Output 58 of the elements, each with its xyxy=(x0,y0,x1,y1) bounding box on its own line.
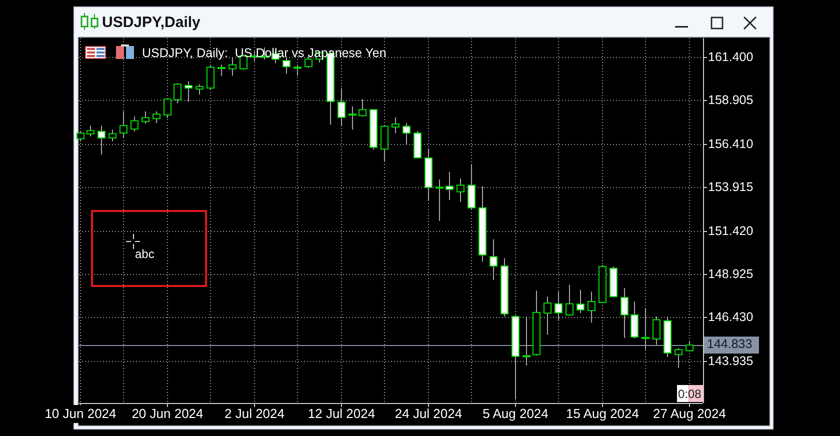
candlestick xyxy=(468,164,476,210)
candlestick xyxy=(294,64,302,76)
candlestick xyxy=(686,340,694,352)
candlestick xyxy=(620,288,628,338)
y-tick-label: 151.420 xyxy=(708,224,754,238)
candlestick xyxy=(206,65,214,90)
x-tick-label: 24 Jul 2024 xyxy=(394,406,462,421)
y-tick-label: 158.905 xyxy=(708,92,754,107)
candlestick xyxy=(544,296,552,336)
candlestick xyxy=(174,82,182,104)
candlestick xyxy=(522,316,530,366)
candlestick xyxy=(184,80,192,102)
candlestick xyxy=(392,116,400,134)
candlestick xyxy=(142,110,150,124)
ref-line-label: 144.833 xyxy=(707,337,752,352)
y-tick-label: 153.915 xyxy=(708,180,754,194)
candlestick xyxy=(588,291,596,324)
annotation: abc xyxy=(135,247,154,261)
candlestick xyxy=(566,284,574,316)
candlestick xyxy=(108,129,116,142)
x-tick-label: 27 Aug 2024 xyxy=(652,406,726,421)
y-tick-label: 161.400 xyxy=(708,50,754,64)
candlestick xyxy=(456,178,464,202)
x-tick-label: 20 Jun 2024 xyxy=(132,406,204,421)
y-tick-label: 156.410 xyxy=(708,136,754,151)
candlestick xyxy=(282,56,290,74)
y-tick-label: 143.935 xyxy=(708,354,754,368)
candlestick xyxy=(348,106,356,130)
candlestick xyxy=(642,308,650,350)
candlestick xyxy=(152,110,160,124)
x-tick-label: 2 Jul 2024 xyxy=(224,406,284,421)
candlestick xyxy=(436,178,444,222)
candlestick xyxy=(358,98,366,117)
candlestick xyxy=(576,289,584,314)
candlestick xyxy=(228,58,236,76)
candlestick xyxy=(338,88,346,127)
candlestick xyxy=(402,122,410,146)
x-tick-label: 10 Jun 2024 xyxy=(44,406,116,421)
candlestick xyxy=(86,125,94,137)
candlestick xyxy=(98,125,106,156)
candlestick xyxy=(630,300,638,339)
candlestick xyxy=(554,291,562,320)
y-tick-label: 146.430 xyxy=(708,310,754,324)
candlestick xyxy=(652,316,660,346)
candlestick xyxy=(674,348,682,368)
candlestick xyxy=(130,116,138,132)
candlestick xyxy=(164,98,172,119)
candlestick xyxy=(120,110,128,138)
y-tick-label: 148.925 xyxy=(708,266,754,281)
x-tick-label: 15 Aug 2024 xyxy=(566,406,640,421)
candlestick xyxy=(380,124,388,162)
x-tick-label: 5 Aug 2024 xyxy=(482,406,548,421)
chart-title: USDJPY,Daily xyxy=(102,14,202,31)
candlestick xyxy=(446,171,454,201)
candlestick xyxy=(218,64,226,76)
candlestick xyxy=(490,238,498,280)
candlestick xyxy=(196,84,204,96)
x-tick-label: 12 Jul 2024 xyxy=(308,406,376,421)
